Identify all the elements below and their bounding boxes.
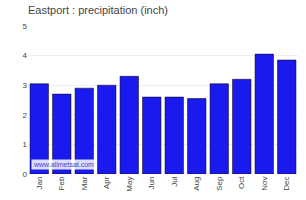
svg-text:Jan: Jan xyxy=(35,177,44,190)
svg-text:5: 5 xyxy=(23,22,28,31)
svg-text:Jun: Jun xyxy=(147,177,156,190)
svg-text:Eastport : precipitation (inch: Eastport : precipitation (inch) xyxy=(28,4,168,16)
svg-text:2: 2 xyxy=(23,111,28,120)
svg-text:Apr: Apr xyxy=(102,176,111,189)
svg-text:May: May xyxy=(125,177,134,192)
svg-text:4: 4 xyxy=(23,51,28,60)
svg-text:3: 3 xyxy=(23,81,28,90)
svg-text:0: 0 xyxy=(23,170,28,179)
svg-text:Sep: Sep xyxy=(215,176,224,191)
svg-text:Oct: Oct xyxy=(237,176,246,189)
svg-text:Jul: Jul xyxy=(170,176,179,186)
svg-text:www.allmetsat.com: www.allmetsat.com xyxy=(33,161,94,168)
svg-text:1: 1 xyxy=(23,140,28,149)
svg-text:Nov: Nov xyxy=(260,177,269,191)
svg-text:Feb: Feb xyxy=(57,176,66,190)
svg-text:Mar: Mar xyxy=(80,176,89,190)
svg-text:Dec: Dec xyxy=(282,177,291,191)
svg-text:Aug: Aug xyxy=(192,177,201,191)
